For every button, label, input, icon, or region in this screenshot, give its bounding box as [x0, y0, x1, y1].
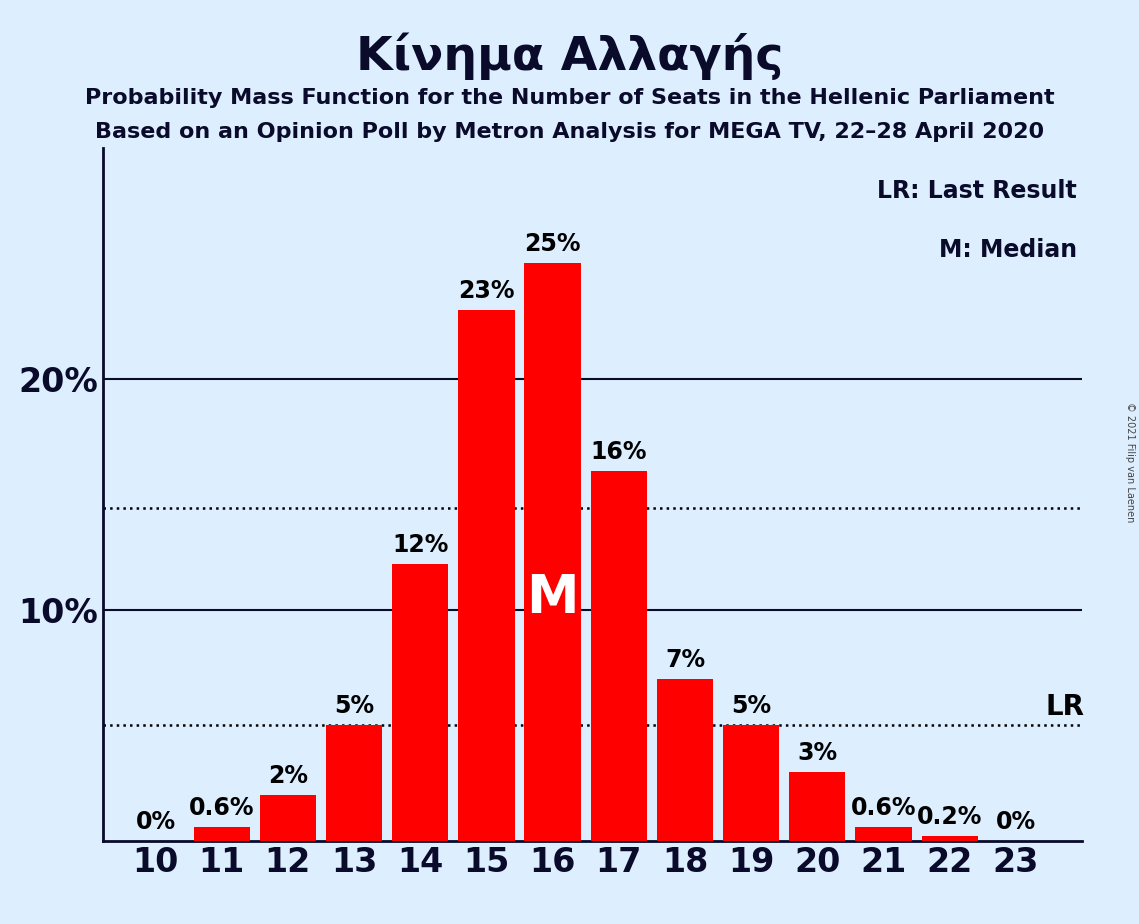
Bar	[326, 725, 383, 841]
Text: 25%: 25%	[524, 233, 581, 257]
Bar	[392, 564, 449, 841]
Text: 16%: 16%	[590, 441, 647, 464]
Text: M: M	[526, 572, 579, 625]
Text: 3%: 3%	[797, 741, 837, 765]
Bar	[921, 836, 977, 841]
Text: 5%: 5%	[334, 695, 374, 719]
Text: 0.6%: 0.6%	[189, 796, 254, 821]
Bar	[524, 263, 581, 841]
Text: Probability Mass Function for the Number of Seats in the Hellenic Parliament: Probability Mass Function for the Number…	[84, 88, 1055, 108]
Bar	[591, 471, 647, 841]
Bar	[855, 827, 911, 841]
Text: 5%: 5%	[731, 695, 771, 719]
Text: © 2021 Filip van Laenen: © 2021 Filip van Laenen	[1125, 402, 1134, 522]
Bar	[260, 795, 316, 841]
Text: LR: LR	[1046, 693, 1084, 721]
Text: 2%: 2%	[268, 764, 308, 787]
Text: LR: Last Result: LR: Last Result	[877, 179, 1077, 203]
Text: 0%: 0%	[995, 810, 1036, 834]
Bar	[723, 725, 779, 841]
Text: 7%: 7%	[665, 649, 705, 673]
Text: 0.2%: 0.2%	[917, 806, 982, 830]
Bar	[458, 310, 515, 841]
Bar	[789, 772, 845, 841]
Bar	[194, 827, 249, 841]
Text: Based on an Opinion Poll by Metron Analysis for MEGA TV, 22–28 April 2020: Based on an Opinion Poll by Metron Analy…	[95, 122, 1044, 142]
Text: 0%: 0%	[136, 810, 175, 834]
Text: 12%: 12%	[392, 533, 449, 556]
Text: 0.6%: 0.6%	[851, 796, 916, 821]
Text: 23%: 23%	[458, 279, 515, 303]
Bar	[657, 679, 713, 841]
Text: M: Median: M: Median	[939, 238, 1077, 261]
Text: Κίνημα Αλλαγής: Κίνημα Αλλαγής	[355, 32, 784, 79]
